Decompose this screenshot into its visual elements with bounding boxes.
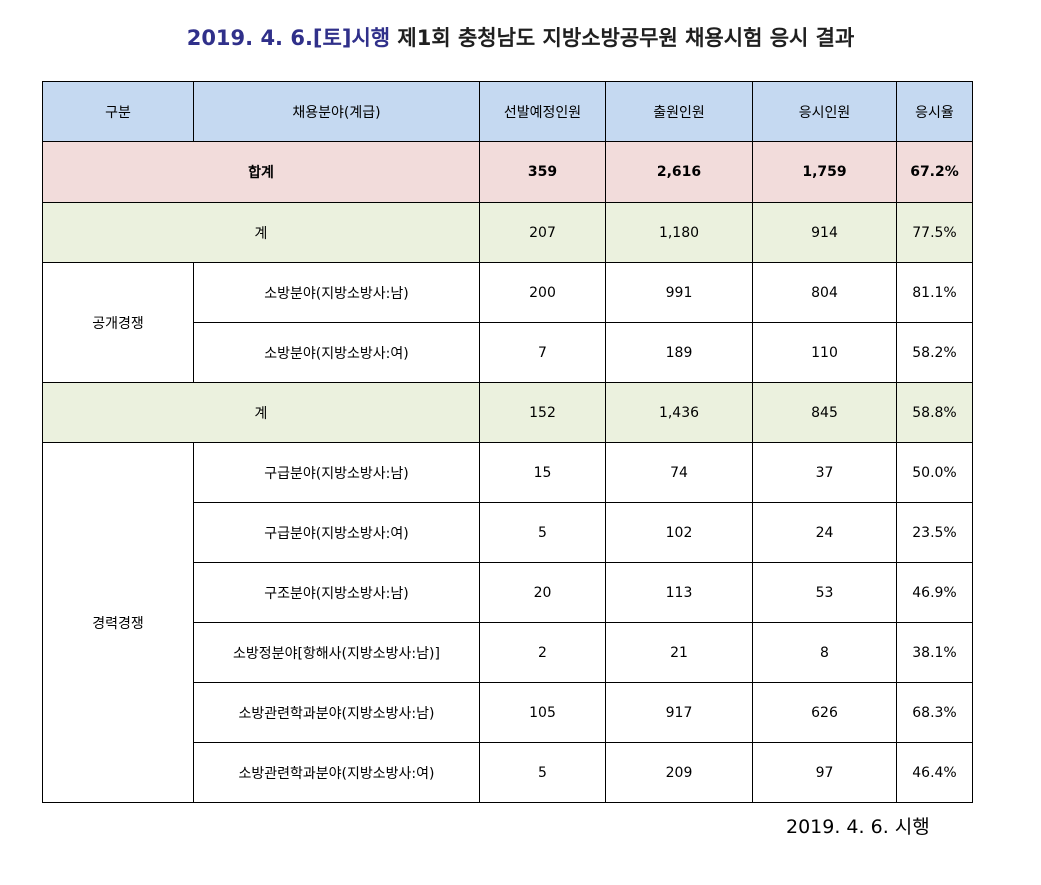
- rate-cell: 68.3%: [896, 682, 973, 743]
- header-planned: 선발예정인원: [479, 81, 606, 142]
- title-text: 제1회 충청남도 지방소방공무원 채용시험 응시 결과: [390, 26, 855, 50]
- planned-cell: 15: [479, 442, 606, 503]
- field-cell: 소방관련학과분야(지방소방사:남): [193, 682, 480, 743]
- planned-cell: 200: [479, 262, 606, 323]
- taken-cell: 110: [752, 322, 897, 383]
- planned-cell: 5: [479, 742, 606, 803]
- total-taken: 1,759: [752, 141, 897, 203]
- rate-cell: 46.9%: [896, 562, 973, 623]
- applied-cell: 113: [605, 562, 753, 623]
- taken-cell: 53: [752, 562, 897, 623]
- planned-cell: 7: [479, 322, 606, 383]
- taken-cell: 804: [752, 262, 897, 323]
- applied-cell: 917: [605, 682, 753, 743]
- applied-cell: 189: [605, 322, 753, 383]
- table-row: 구조분야(지방소방사:남) 20 113 53 46.9%: [43, 562, 973, 623]
- result-table: 구분 채용분야(계급) 선발예정인원 출원인원 응시인원 응시율 합계 359 …: [42, 81, 973, 803]
- field-cell: 소방정분야[항해사(지방소방사:남)]: [193, 622, 480, 683]
- subtotal-applied: 1,436: [605, 382, 753, 443]
- total-row: 합계 359 2,616 1,759 67.2%: [42, 141, 973, 203]
- group-label-open: 공개경쟁: [42, 262, 194, 383]
- taken-cell: 24: [752, 502, 897, 563]
- rate-cell: 46.4%: [896, 742, 973, 803]
- rate-cell: 50.0%: [896, 442, 973, 503]
- taken-cell: 8: [752, 622, 897, 683]
- subtotal-planned: 152: [479, 382, 606, 443]
- rate-cell: 38.1%: [896, 622, 973, 683]
- table-row: 소방관련학과분야(지방소방사:남) 105 917 626 68.3%: [43, 682, 973, 743]
- header-taken: 응시인원: [752, 81, 897, 142]
- subtotal-label: 계: [42, 382, 480, 443]
- rate-cell: 23.5%: [896, 502, 973, 563]
- subtotal-label: 계: [42, 202, 480, 263]
- applied-cell: 991: [605, 262, 753, 323]
- applied-cell: 102: [605, 502, 753, 563]
- table-row: 공개경쟁 소방분야(지방소방사:남) 200 991 804 81.1%: [42, 262, 973, 383]
- career-subtotal-row: 계 152 1,436 845 58.8%: [42, 382, 973, 443]
- header-field: 채용분야(계급): [193, 81, 480, 142]
- page-title: 2019. 4. 6.[토]시행 제1회 충청남도 지방소방공무원 채용시험 응…: [0, 22, 1041, 52]
- planned-cell: 5: [479, 502, 606, 563]
- table-row: 소방분야(지방소방사:여) 7 189 110 58.2%: [43, 322, 973, 383]
- total-label: 합계: [42, 141, 480, 203]
- subtotal-taken: 914: [752, 202, 897, 263]
- rate-cell: 81.1%: [896, 262, 973, 323]
- subtotal-applied: 1,180: [605, 202, 753, 263]
- applied-cell: 74: [605, 442, 753, 503]
- header-category: 구분: [42, 81, 194, 142]
- total-applied: 2,616: [605, 141, 753, 203]
- applied-cell: 209: [605, 742, 753, 803]
- header-rate: 응시율: [896, 81, 973, 142]
- subtotal-planned: 207: [479, 202, 606, 263]
- taken-cell: 626: [752, 682, 897, 743]
- subtotal-rate: 58.8%: [896, 382, 973, 443]
- field-cell: 구급분야(지방소방사:남): [193, 442, 480, 503]
- planned-cell: 20: [479, 562, 606, 623]
- title-date: 2019. 4. 6.[토]시행: [186, 26, 391, 50]
- planned-cell: 105: [479, 682, 606, 743]
- field-cell: 구급분야(지방소방사:여): [193, 502, 480, 563]
- header-applied: 출원인원: [605, 81, 753, 142]
- planned-cell: 2: [479, 622, 606, 683]
- table-row: 구급분야(지방소방사:여) 5 102 24 23.5%: [43, 502, 973, 563]
- footnote-date: 2019. 4. 6. 시행: [786, 816, 930, 838]
- field-cell: 소방분야(지방소방사:여): [193, 322, 480, 383]
- total-planned: 359: [479, 141, 606, 203]
- table-row: 소방정분야[항해사(지방소방사:남)] 2 21 8 38.1%: [43, 622, 973, 683]
- applied-cell: 21: [605, 622, 753, 683]
- open-subtotal-row: 계 207 1,180 914 77.5%: [42, 202, 973, 263]
- field-cell: 소방관련학과분야(지방소방사:여): [193, 742, 480, 803]
- subtotal-taken: 845: [752, 382, 897, 443]
- table-row: 경력경쟁 구급분야(지방소방사:남) 15 74 37 50.0%: [42, 442, 973, 803]
- field-cell: 소방분야(지방소방사:남): [193, 262, 480, 323]
- field-cell: 구조분야(지방소방사:남): [193, 562, 480, 623]
- table-row: 소방관련학과분야(지방소방사:여) 5 209 97 46.4%: [43, 742, 973, 803]
- rate-cell: 58.2%: [896, 322, 973, 383]
- subtotal-rate: 77.5%: [896, 202, 973, 263]
- header-row: 구분 채용분야(계급) 선발예정인원 출원인원 응시인원 응시율: [42, 81, 973, 142]
- total-rate: 67.2%: [896, 141, 973, 203]
- group-label-career: 경력경쟁: [42, 442, 194, 803]
- taken-cell: 97: [752, 742, 897, 803]
- taken-cell: 37: [752, 442, 897, 503]
